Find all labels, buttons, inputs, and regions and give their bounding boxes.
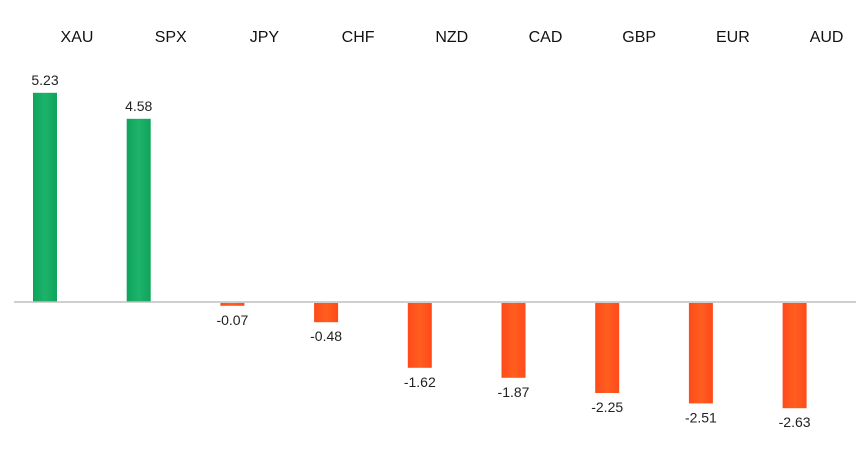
bar-jpy: [220, 303, 245, 306]
category-label-jpy: JPY: [250, 29, 280, 46]
category-label-eur: EUR: [716, 29, 750, 46]
value-label-chf: -0.48: [310, 328, 342, 344]
bar-nzd: [407, 303, 432, 368]
bar-aud: [782, 303, 807, 409]
category-label-aud: AUD: [810, 29, 844, 46]
bars-layer: [33, 92, 807, 409]
category-label-spx: SPX: [155, 29, 187, 46]
category-labels: XAU SPX JPY CHF NZD CAD GBP EUR AUD: [61, 29, 844, 46]
value-label-gbp: -2.25: [591, 399, 623, 415]
value-label-spx: 4.58: [125, 98, 152, 114]
value-label-aud: -2.63: [779, 414, 811, 430]
category-label-cad: CAD: [529, 29, 563, 46]
category-label-nzd: NZD: [435, 29, 468, 46]
value-label-cad: -1.87: [498, 384, 530, 400]
bar-xau: [33, 92, 57, 302]
bar-spx: [126, 118, 151, 302]
bar-gbp: [595, 303, 620, 393]
value-label-jpy: -0.07: [216, 312, 248, 328]
value-label-xau: 5.23: [31, 72, 58, 88]
bar-cad: [501, 303, 526, 378]
value-label-eur: -2.51: [685, 409, 717, 425]
category-label-gbp: GBP: [622, 29, 656, 46]
value-labels: 5.23 4.58 -0.07 -0.48 -1.62 -1.87 -2.25 -2.51 -2…: [31, 72, 810, 430]
bar-eur: [688, 303, 713, 404]
category-label-chf: CHF: [342, 29, 375, 46]
category-label-xau: XAU: [61, 29, 94, 46]
bar-chf: [314, 303, 339, 323]
value-label-nzd: -1.62: [404, 374, 436, 390]
